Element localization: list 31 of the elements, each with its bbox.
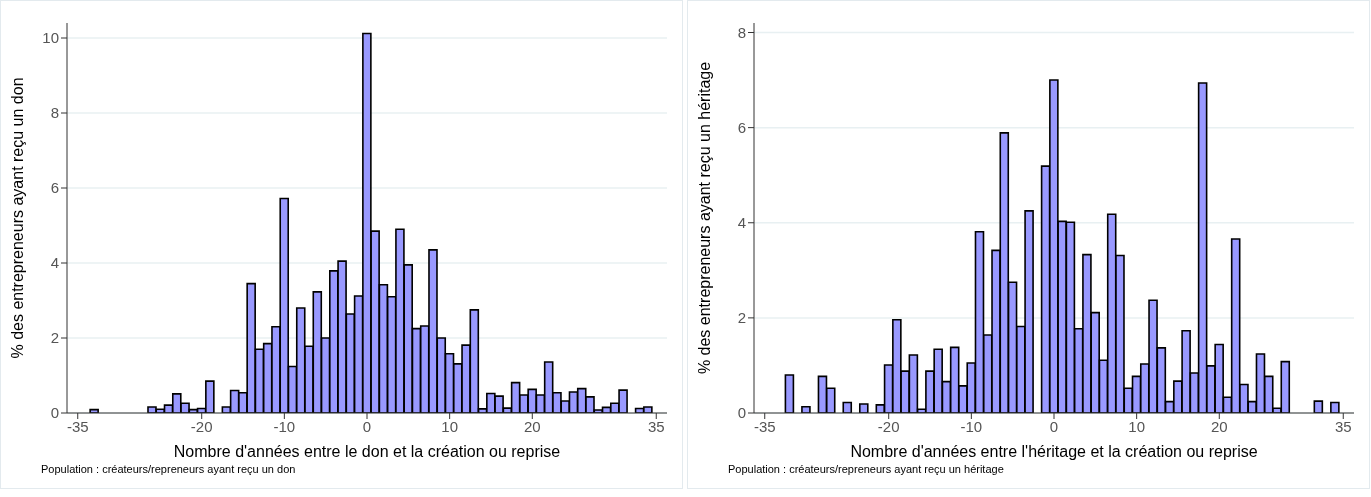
x-tick-label: -20 <box>190 417 213 435</box>
y-tick-label: 0 <box>50 404 59 422</box>
y-tick-label: 2 <box>737 309 746 327</box>
text: Population : créateurs/repreneurs ayant reçu un don <box>41 463 296 475</box>
y-tick-label: 6 <box>737 118 746 136</box>
x-tick-label: -35 <box>753 417 776 435</box>
y-tick-label: 4 <box>50 254 59 272</box>
text: Population : créateurs/repreneurs ayant reçu un héritage <box>728 463 1004 475</box>
x-tick-label: -35 <box>66 417 89 435</box>
y-tick-label: 6 <box>50 179 59 197</box>
y-tick-label: 8 <box>737 23 746 41</box>
x-tick-label: 35 <box>1334 417 1352 435</box>
y-tick-label: 8 <box>50 104 59 122</box>
x-tick-label: -20 <box>877 417 900 435</box>
x-tick-label: 35 <box>647 417 665 435</box>
y-tick-label: 0 <box>737 404 746 422</box>
y-axis-title: % des entrepreneurs ayant reçu un héritage <box>695 61 713 375</box>
x-tick-label: 10 <box>1128 417 1145 435</box>
y-axis-title: % des entrepreneurs ayant reçu un don <box>8 77 26 359</box>
x-tick-label: 0 <box>362 417 372 435</box>
y-tick-label: 4 <box>737 214 746 232</box>
x-tick-label: 0 <box>1049 417 1059 435</box>
x-tick-label: -10 <box>273 417 296 435</box>
x-axis-title: Nombre d'années entre l'héritage et la création ou reprise <box>850 443 1258 460</box>
x-tick-label: 20 <box>523 417 541 435</box>
x-axis-title: Nombre d'années entre le don et la création ou reprise <box>173 443 561 460</box>
y-tick-label: 2 <box>50 329 59 347</box>
y-tick-label: 10 <box>42 29 59 47</box>
x-tick-label: 10 <box>441 417 458 435</box>
x-tick-label: -10 <box>960 417 983 435</box>
x-tick-label: 20 <box>1210 417 1228 435</box>
